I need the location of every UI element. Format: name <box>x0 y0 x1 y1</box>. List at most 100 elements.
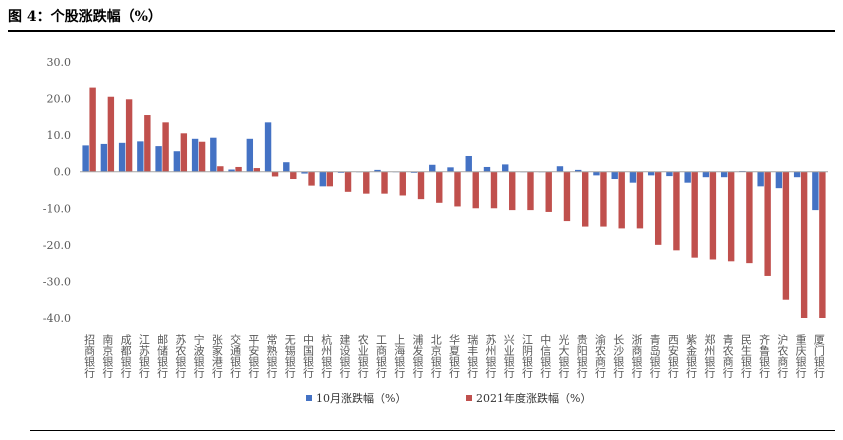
bar-oct-21 <box>465 155 472 172</box>
category-label: 建设银行 <box>338 333 351 379</box>
top-rule <box>8 30 835 32</box>
bar-ytd-18 <box>417 171 425 200</box>
bar-oct-9 <box>246 138 254 172</box>
bar-oct-6 <box>191 138 199 172</box>
category-label: 齐鲁银行 <box>758 333 771 379</box>
bar-ytd-7 <box>217 166 224 172</box>
category-label: 青农商行 <box>721 334 734 379</box>
category-label: 郑州银行 <box>703 333 716 379</box>
bar-ytd-38 <box>782 171 790 300</box>
bar-ytd-20 <box>454 171 461 207</box>
bar-ytd-11 <box>290 171 297 180</box>
category-label: 中国银行 <box>302 334 315 379</box>
bar-oct-34 <box>702 171 710 178</box>
category-label: 厦门银行 <box>812 334 825 379</box>
bar-ytd-4 <box>162 122 169 172</box>
y-tick-label: -20.0 <box>43 239 71 252</box>
legend-swatch-0 <box>306 395 312 401</box>
bar-oct-5 <box>173 151 181 172</box>
bar-ytd-21 <box>472 171 479 209</box>
category-label: 交通银行 <box>229 333 242 379</box>
bar-ytd-8 <box>235 166 242 172</box>
bars <box>82 87 826 318</box>
bar-oct-39 <box>793 171 801 178</box>
category-label: 北京银行 <box>429 334 442 379</box>
bar-oct-35 <box>720 171 728 178</box>
category-label: 中信银行 <box>539 334 552 379</box>
bar-oct-3 <box>137 141 144 172</box>
bar-ytd-28 <box>600 171 607 227</box>
category-label: 贵阳银行 <box>575 334 588 379</box>
y-tick-label: 10.0 <box>47 129 72 142</box>
bar-oct-8 <box>228 169 235 172</box>
bar-oct-18 <box>410 171 418 173</box>
bar-oct-32 <box>666 171 673 177</box>
category-label: 宁波银行 <box>192 333 205 379</box>
y-tick-label: -10.0 <box>43 202 71 215</box>
y-tick-label: -30.0 <box>43 275 71 288</box>
category-label: 苏农银行 <box>174 334 187 379</box>
category-label: 长沙银行 <box>612 334 625 379</box>
legend-label-0: 10月涨跌幅（%） <box>316 391 406 405</box>
category-label: 华夏银行 <box>448 333 461 379</box>
bar-ytd-31 <box>654 171 662 245</box>
category-label: 浦发银行 <box>411 334 424 379</box>
category-label: 平安银行 <box>247 334 260 379</box>
legend-label-1: 2021年度涨跌幅（%） <box>476 391 591 405</box>
bar-oct-2 <box>118 142 126 172</box>
y-tick-label: -40.0 <box>43 312 71 325</box>
bar-oct-26 <box>556 166 564 172</box>
category-label: 重庆银行 <box>794 333 807 379</box>
bar-ytd-9 <box>253 168 261 172</box>
bar-ytd-26 <box>563 171 571 222</box>
bar-oct-0 <box>82 145 89 172</box>
bar-oct-30 <box>629 171 637 183</box>
bar-ytd-34 <box>709 171 717 260</box>
category-labels: 招商银行 南京银行 成都银行 江苏银行 邮储银行 苏农银行 宁波银行 张家港行 交通银行 平安银行… <box>83 333 826 379</box>
bar-ytd-37 <box>764 171 771 276</box>
bar-ytd-19 <box>436 171 443 203</box>
category-label: 光大银行 <box>557 333 570 379</box>
bar-oct-40 <box>812 171 819 211</box>
category-label: 上海银行 <box>393 334 406 379</box>
category-label: 招商银行 <box>83 333 96 379</box>
bar-ytd-36 <box>746 171 753 264</box>
category-label: 南京银行 <box>101 334 114 379</box>
bar-ytd-10 <box>271 171 279 177</box>
bar-ytd-29 <box>618 171 625 229</box>
bar-ytd-13 <box>326 171 333 187</box>
category-label: 青岛银行 <box>648 334 661 379</box>
bar-ytd-3 <box>144 115 151 172</box>
bar-oct-11 <box>283 162 290 172</box>
bar-oct-14 <box>337 171 345 173</box>
bar-ytd-30 <box>636 171 644 229</box>
bar-oct-29 <box>611 171 618 180</box>
category-label: 苏州银行 <box>484 334 497 379</box>
bar-ytd-14 <box>344 171 352 192</box>
bar-oct-37 <box>757 171 764 187</box>
category-label: 兴业银行 <box>502 334 515 379</box>
category-label: 紫金银行 <box>685 334 698 379</box>
bar-oct-13 <box>319 171 326 187</box>
legend: 10月涨跌幅（%） 2021年度涨跌幅（%） <box>306 391 591 405</box>
category-label: 成都银行 <box>119 334 132 379</box>
bar-ytd-32 <box>673 171 680 251</box>
bar-ytd-12 <box>308 171 315 186</box>
category-label: 常熟银行 <box>265 334 278 379</box>
bar-ytd-2 <box>125 99 133 172</box>
category-label: 瑞丰银行 <box>466 333 479 379</box>
figure-title: 图 4：个股涨跌幅（%） <box>8 9 162 25</box>
bar-ytd-15 <box>363 171 370 194</box>
category-label: 沪农商行 <box>776 333 789 379</box>
bar-ytd-1 <box>107 96 115 172</box>
y-tick-label: 0.0 <box>54 166 72 179</box>
bar-ytd-24 <box>527 171 534 211</box>
bar-oct-23 <box>502 164 509 172</box>
bar-oct-20 <box>447 167 454 172</box>
category-label: 杭州银行 <box>320 333 333 379</box>
bar-oct-28 <box>593 171 600 176</box>
bottom-rule <box>30 430 835 431</box>
bar-ytd-0 <box>89 87 96 172</box>
bar-oct-22 <box>483 166 491 172</box>
